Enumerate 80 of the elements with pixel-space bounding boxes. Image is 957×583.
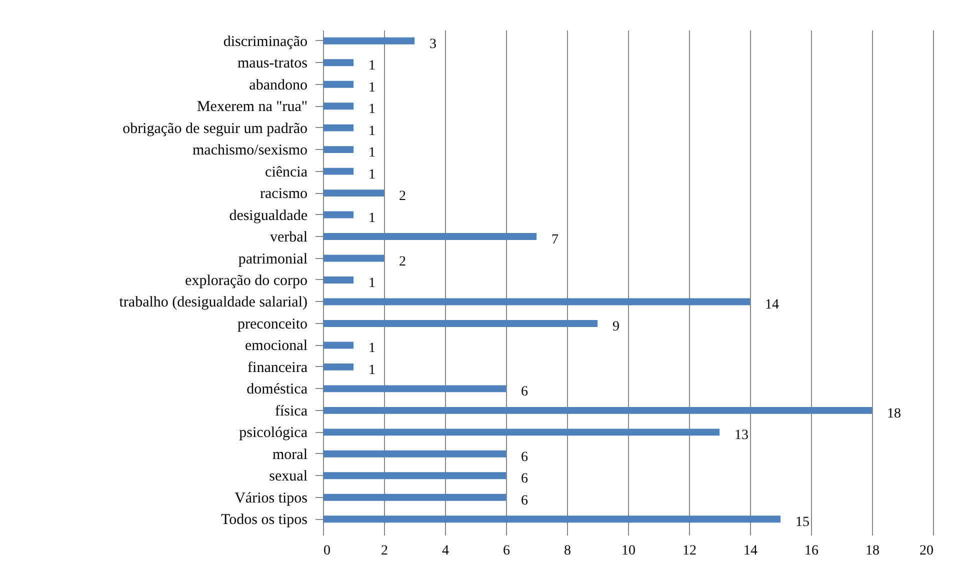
bar [323,168,354,175]
y-tick-label: machismo/sexismo [192,142,308,159]
data-label: 1 [368,124,376,139]
bar [323,102,354,110]
bar [323,406,872,414]
data-label: 1 [368,58,376,74]
x-tick-label: 6 [503,544,510,558]
y-tick-label: maus-tratos [238,56,308,72]
data-label: 1 [368,146,376,161]
bar [323,298,750,306]
y-tick-label: discriminação [223,34,308,50]
bar [323,254,384,262]
y-tick-label: abandono [249,77,308,94]
bar [323,494,506,501]
x-tick-label: 14 [744,544,758,558]
data-label: 1 [368,102,376,118]
y-tick-label: preconceito [238,316,308,332]
data-label: 13 [734,428,748,444]
data-label: 3 [430,36,436,52]
data-label: 18 [887,406,901,422]
x-tick-label: 0 [324,544,330,558]
bar [323,80,354,88]
bar [323,342,354,349]
y-tick-label: ciência [265,164,308,180]
y-tick-label: Todos os tipos [221,512,308,528]
data-label: 1 [368,362,376,378]
bar [323,233,536,240]
data-label: 6 [521,493,528,508]
y-tick-label: física [275,403,308,420]
x-tick-label: 12 [682,544,696,558]
data-label: 1 [368,210,376,226]
data-label: 1 [368,341,376,356]
bar [323,385,506,392]
bar [323,363,354,370]
y-tick-label: doméstica [246,382,308,398]
bar [323,516,780,523]
y-tick-label: Mexerem na "rua" [196,99,308,116]
bar [323,276,354,284]
y-tick-label: racismo [260,186,308,202]
y-tick-label: financeira [248,360,308,376]
data-label: 7 [552,232,558,248]
x-tick-label: 4 [442,544,449,558]
data-label: 14 [765,298,779,313]
bar [323,124,354,132]
y-tick-label: verbal [270,230,308,246]
data-label: 6 [521,450,528,465]
bar [323,472,506,480]
bar [323,59,354,66]
y-tick-label: desigualdade [229,208,308,224]
y-tick-label: trabalho (desigualdade salarial) [119,294,308,311]
x-tick-label: 18 [866,544,880,558]
data-label: 6 [521,384,528,400]
x-tick-label: 10 [622,544,636,558]
bar [323,146,354,154]
x-tick-label: 20 [920,544,934,558]
data-label: 2 [399,189,406,204]
bar [323,320,598,327]
y-tick-label: moral [272,446,308,463]
y-tick-label: emocional [245,338,308,354]
bar [323,211,354,218]
data-label: 15 [796,515,810,530]
bar [323,428,720,436]
data-label: 1 [368,276,376,291]
x-tick-label: 8 [564,544,571,558]
bar [323,450,506,458]
y-tick-label: exploração do corpo [185,273,308,289]
y-tick-label: obrigação de seguir um padrão [122,120,308,137]
bar [323,190,384,197]
bar [323,37,414,44]
y-tick-label: psicológica [239,425,308,442]
data-label: 1 [368,80,376,96]
data-label: 9 [612,319,620,334]
data-label: 1 [368,167,376,182]
data-label: 6 [521,472,528,487]
data-label: 2 [399,254,406,270]
x-tick-label: 2 [381,544,388,558]
y-tick-label: sexual [269,468,308,485]
y-tick-label: Vários tipos [234,490,308,506]
y-tick-label: patrimonial [238,251,308,268]
x-tick-label: 16 [804,544,818,558]
